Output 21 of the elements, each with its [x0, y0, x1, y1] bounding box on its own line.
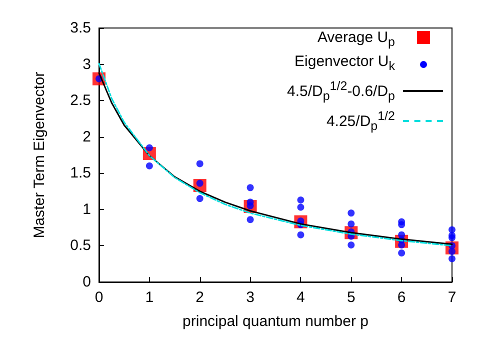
legend-label: Average U$_{p}$ [317, 28, 395, 51]
y-tick-label: 2.5 [70, 92, 91, 110]
y-tick-label: 3.5 [70, 20, 91, 36]
x-tick-label: 2 [196, 289, 204, 306]
y-tick-label: 3 [82, 56, 91, 73]
y-tick-label: 2 [82, 128, 91, 146]
y-axis-title: Master Term Eigenvector [31, 72, 48, 238]
legend-label: 4.5/D$_{p}$$^{1/2}$-0.6/D$_{p}$ [286, 78, 395, 105]
y-tick-label: 1 [82, 200, 91, 218]
x-tick-label: 0 [94, 289, 104, 306]
y-tick-label: 1.5 [70, 164, 91, 182]
x-tick-label: 6 [397, 289, 406, 306]
x-tick-label: 3 [246, 289, 254, 306]
x-axis-title: principal quantum number p [182, 313, 368, 330]
x-tick-label: 5 [346, 289, 356, 306]
legend-label: Eigenvector U$_{k}$ [294, 52, 395, 75]
y-tick-label: 0 [82, 274, 91, 290]
y-tick-label: 0.5 [70, 237, 91, 254]
x-tick-label: 7 [448, 289, 456, 306]
x-tick-label: 1 [145, 289, 154, 306]
x-tick-label: 4 [296, 289, 305, 306]
